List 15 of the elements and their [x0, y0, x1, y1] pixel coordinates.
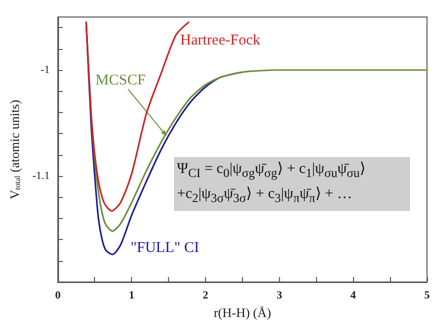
text: +c$_{2}$|ψ$_{3σ}$ψ̄$_{3σ}$⟩ + c$_{3}$|ψ$_{π}$ψ̄$_{π}$⟩ + … [177, 186, 352, 205]
y-axis-title: Vtotal (atomic units) [7, 100, 22, 200]
x-axis-title: r(H-H) (Å) [214, 305, 272, 320]
x-tick-label: 2 [202, 290, 209, 302]
x-tick-label: 4 [350, 290, 356, 302]
y-tick-label: -1.1 [32, 170, 50, 182]
series-label: Hartree-Fock [180, 32, 261, 48]
text: Ψ$_{CI}$ = c$_{0}$|ψ$_{σg}$ψ̄$_{σg}$⟩ + c$_{1}$|ψ$_{σu}$ψ̄$_{σu}$⟩ [177, 161, 366, 180]
series-label: "FULL" CI [130, 240, 200, 256]
y-tick-label: -1 [40, 64, 50, 76]
series-label: MCSCF [96, 72, 146, 89]
x-tick-label: 1 [128, 290, 134, 302]
x-tick-label: 0 [55, 290, 62, 302]
x-tick-label: 5 [424, 290, 430, 302]
x-tick-label: 3 [276, 290, 283, 302]
